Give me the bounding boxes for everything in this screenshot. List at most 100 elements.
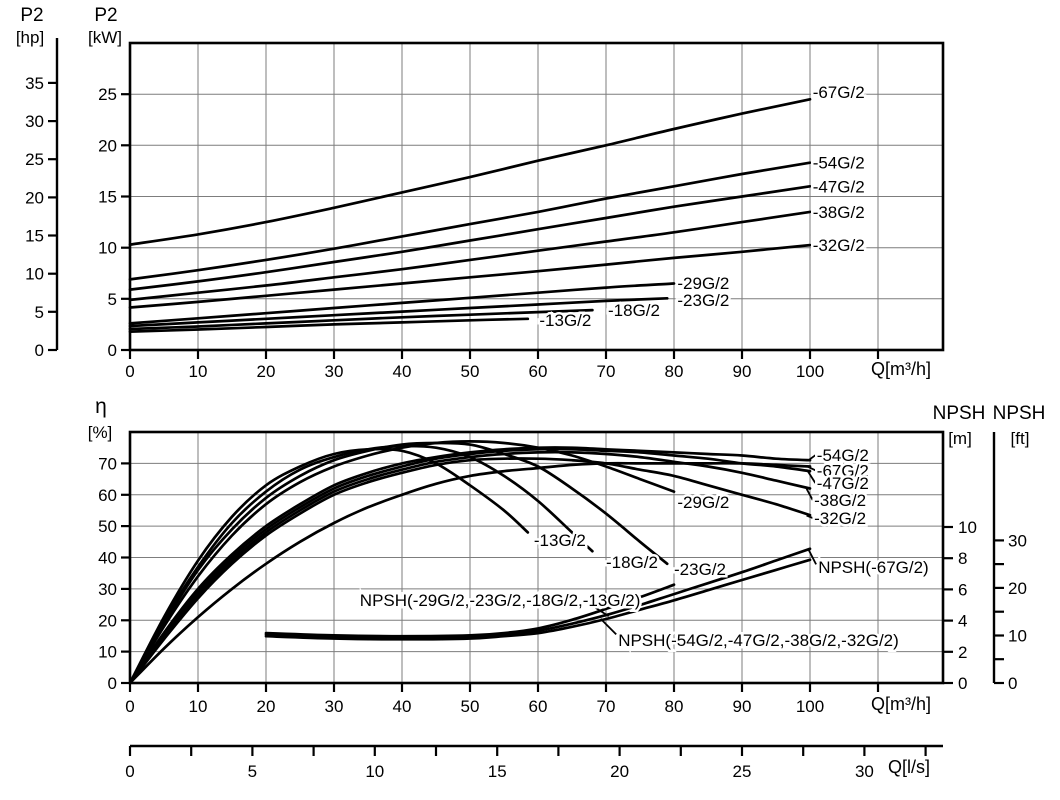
hp-tick-label: 35 [25, 74, 44, 93]
efficiency-curve-54G/2 [128, 446, 812, 685]
eta-tick-label: 50 [98, 517, 117, 536]
kw-tick-label: 5 [108, 290, 117, 309]
npsh-curve-NPSH(-54G/2,-47G/2,-38G/2,-32G/2) [264, 558, 812, 641]
hp-tick-label: 0 [35, 341, 44, 360]
curve-label: -18G/2 [608, 301, 660, 320]
curve-label: NPSH(-54G/2,-47G/2,-38G/2,-32G/2) [618, 631, 899, 650]
eta-tick-label: 0 [108, 674, 117, 693]
power-curve-47G/2 [128, 184, 812, 291]
eta-tick-label: 60 [98, 486, 117, 505]
curve-label: -32G/2 [813, 236, 865, 255]
power-curve-32G/2 [128, 243, 812, 309]
eta-axis-unit: [%] [87, 423, 113, 442]
curve-label: -38G/2 [814, 491, 866, 510]
curve-label: -47G/2 [817, 474, 869, 493]
curve-label: -38G/2 [813, 203, 865, 222]
npsh-m-axis-unit: [m] [948, 429, 972, 448]
hp-tick-label: 15 [25, 227, 44, 246]
x-tick-label: 50 [461, 362, 480, 381]
npsh-ft-axis-unit: [ft] [1010, 429, 1030, 448]
curve-label: -67G/2 [813, 83, 865, 102]
npsh-m-axis-title: NPSH [932, 403, 986, 424]
eta-tick-label: 70 [98, 454, 117, 473]
x-tick-label: 100 [796, 362, 824, 381]
npsh-m-tick-label: 10 [958, 518, 977, 537]
kw-tick-label: 0 [108, 341, 117, 360]
efficiency-curve-47G/2 [128, 447, 812, 685]
x-tick-label: 80 [665, 697, 684, 716]
x-tick-label: 80 [665, 362, 684, 381]
curve-label: -23G/2 [677, 291, 729, 310]
p2-hp-axis-title: P2 [20, 5, 44, 26]
kw-tick-label: 25 [98, 85, 117, 104]
npsh-m-tick-label: 4 [958, 612, 967, 631]
efficiency-curve-13G/2 [128, 447, 530, 685]
eta-tick-label: 30 [98, 580, 117, 599]
label-leader [585, 600, 610, 617]
efficiency-curve-32G/2 [128, 457, 812, 685]
npsh-curve-NPSH(-67G/2) [264, 547, 812, 640]
curve-label: -32G/2 [814, 509, 866, 528]
power-curve-67G/2 [128, 97, 812, 246]
x-tick-label: 90 [733, 697, 752, 716]
p2-kw-axis-title: P2 [94, 5, 118, 26]
x-tick-label: 10 [189, 697, 208, 716]
hp-tick-label: 30 [25, 112, 44, 131]
label-leader [806, 514, 814, 519]
npsh-ft-tick-label: 20 [1008, 579, 1027, 598]
power-chart: 0 10 20 30 40 50 60 70 80 90 100 0 5 10 15 20 25 0 5 10 15 20… [25, 38, 945, 381]
x-tick-label: 60 [529, 697, 548, 716]
x-tick-label: 100 [796, 697, 824, 716]
curve-label: -29G/2 [677, 493, 729, 512]
label-leader [805, 488, 814, 501]
hp-tick-label: 10 [25, 265, 44, 284]
npsh-ft-tick-label: 30 [1008, 531, 1027, 550]
ls-tick-label: 25 [733, 762, 752, 781]
x-tick-label: 20 [257, 362, 276, 381]
efficiency-curve-29G/2 [128, 440, 676, 685]
curve-label: -54G/2 [817, 446, 869, 465]
power-curve-29G/2 [128, 282, 676, 325]
x-tick-label: 60 [529, 362, 548, 381]
hp-tick-label: 20 [25, 188, 44, 207]
x-tick-label: 30 [325, 362, 344, 381]
kw-tick-label: 10 [98, 239, 117, 258]
curve-label: -13G/2 [539, 311, 591, 330]
eta-tick-label: 40 [98, 549, 117, 568]
x-tick-label: 40 [393, 362, 412, 381]
curve-label: NPSH(-29G/2,-23G/2,-18G/2,-13G/2) [360, 591, 641, 610]
ls-tick-label: 20 [610, 762, 629, 781]
bottom-x-axis-label: Q[m³/h] [871, 694, 932, 714]
curve-label: NPSH(-67G/2) [818, 558, 929, 577]
label-leader [807, 471, 817, 484]
kw-tick-label: 20 [98, 136, 117, 155]
power-curve-54G/2 [128, 161, 812, 281]
power-curve-23G/2 [128, 296, 669, 328]
label-leader [599, 618, 617, 636]
ls-x-axis-label: Q[l/s] [888, 757, 931, 777]
ls-tick-label: 5 [248, 762, 257, 781]
npsh-ft-tick-label: 10 [1008, 627, 1027, 646]
ls-tick-label: 30 [855, 762, 874, 781]
ls-tick-label: 15 [488, 762, 507, 781]
x-tick-label: 40 [393, 697, 412, 716]
x-tick-label: 50 [461, 697, 480, 716]
power-curve-18G/2 [128, 308, 594, 331]
x-tick-label: 0 [125, 362, 134, 381]
curve-label: -29G/2 [677, 274, 729, 293]
eta-axis-title: η [95, 395, 107, 418]
p2-kw-axis-unit: [kW] [88, 28, 122, 47]
efficiency-curve-67G/2 [128, 461, 812, 685]
x-tick-label: 90 [733, 362, 752, 381]
curve-label: -67G/2 [817, 461, 869, 480]
kw-tick-label: 15 [98, 188, 117, 207]
x-tick-label: 10 [189, 362, 208, 381]
label-leader [807, 549, 817, 565]
x-tick-label: 70 [597, 362, 616, 381]
x-tick-label: 20 [257, 697, 276, 716]
efficiency-curve-38G/2 [128, 450, 812, 685]
ls-tick-label: 10 [365, 762, 384, 781]
curve-label: -47G/2 [813, 177, 865, 196]
hp-tick-label: 5 [35, 303, 44, 322]
